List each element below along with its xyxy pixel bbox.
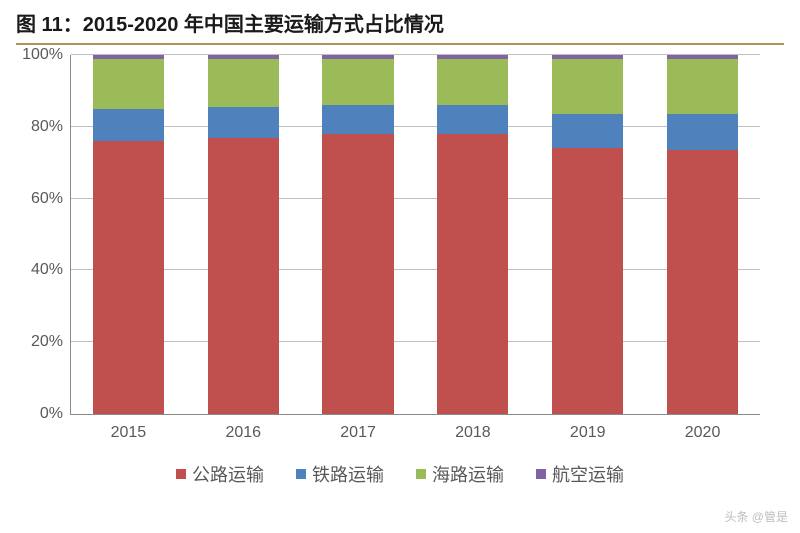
bar-segment-rail [437, 105, 508, 134]
stacked-bar [437, 55, 508, 414]
stacked-bar [93, 55, 164, 414]
legend-swatch [416, 469, 426, 479]
bar-segment-road [93, 141, 164, 414]
legend-item-sea: 海路运输 [416, 461, 504, 487]
x-tick-label: 2019 [530, 414, 645, 442]
bar-segment-road [208, 138, 279, 414]
bars: 201520162017201820192020 [71, 55, 760, 414]
bar-slot: 2015 [71, 55, 186, 414]
y-tick-label: 40% [31, 261, 71, 279]
bar-segment-rail [322, 105, 393, 134]
legend-label: 公路运输 [192, 461, 264, 487]
stacked-bar [208, 55, 279, 414]
bar-slot: 2017 [301, 55, 416, 414]
bar-slot: 2019 [530, 55, 645, 414]
bar-segment-rail [552, 114, 623, 148]
plot-area: 0%20%40%60%80%100% 201520162017201820192… [70, 55, 760, 415]
stacked-bar [667, 55, 738, 414]
legend-swatch [296, 469, 306, 479]
legend-label: 铁路运输 [312, 461, 384, 487]
y-tick-label: 60% [31, 190, 71, 208]
watermark: 头条 @管是 [724, 508, 788, 525]
y-tick-label: 0% [40, 405, 71, 423]
bar-segment-road [437, 134, 508, 414]
title-underline [16, 43, 784, 45]
bar-segment-road [667, 150, 738, 414]
bar-segment-road [552, 148, 623, 414]
bar-segment-sea [437, 59, 508, 106]
chart-title: 图 11：2015-2020 年中国主要运输方式占比情况 [0, 0, 800, 43]
bar-slot: 2020 [645, 55, 760, 414]
x-tick-label: 2020 [645, 414, 760, 442]
bar-segment-rail [208, 107, 279, 138]
bar-segment-sea [552, 59, 623, 115]
bar-segment-road [322, 134, 393, 414]
x-tick-label: 2016 [186, 414, 301, 442]
y-tick-label: 100% [22, 46, 71, 64]
x-tick-label: 2015 [71, 414, 186, 442]
chart-area: 0%20%40%60%80%100% 201520162017201820192… [70, 55, 760, 415]
legend-item-rail: 铁路运输 [296, 461, 384, 487]
legend: 公路运输 铁路运输 海路运输 航空运输 [0, 461, 800, 487]
stacked-bar [552, 55, 623, 414]
legend-label: 航空运输 [552, 461, 624, 487]
x-tick-label: 2018 [415, 414, 530, 442]
bar-segment-sea [93, 59, 164, 109]
stacked-bar [322, 55, 393, 414]
y-tick-label: 20% [31, 333, 71, 351]
bar-segment-sea [667, 59, 738, 115]
legend-label: 海路运输 [432, 461, 504, 487]
bar-segment-rail [667, 114, 738, 150]
bar-slot: 2016 [186, 55, 301, 414]
bar-segment-rail [93, 109, 164, 141]
y-tick-label: 80% [31, 118, 71, 136]
legend-swatch [536, 469, 546, 479]
bar-segment-sea [208, 59, 279, 107]
bar-slot: 2018 [415, 55, 530, 414]
legend-swatch [176, 469, 186, 479]
legend-item-road: 公路运输 [176, 461, 264, 487]
bar-segment-sea [322, 59, 393, 106]
x-tick-label: 2017 [301, 414, 416, 442]
legend-item-air: 航空运输 [536, 461, 624, 487]
